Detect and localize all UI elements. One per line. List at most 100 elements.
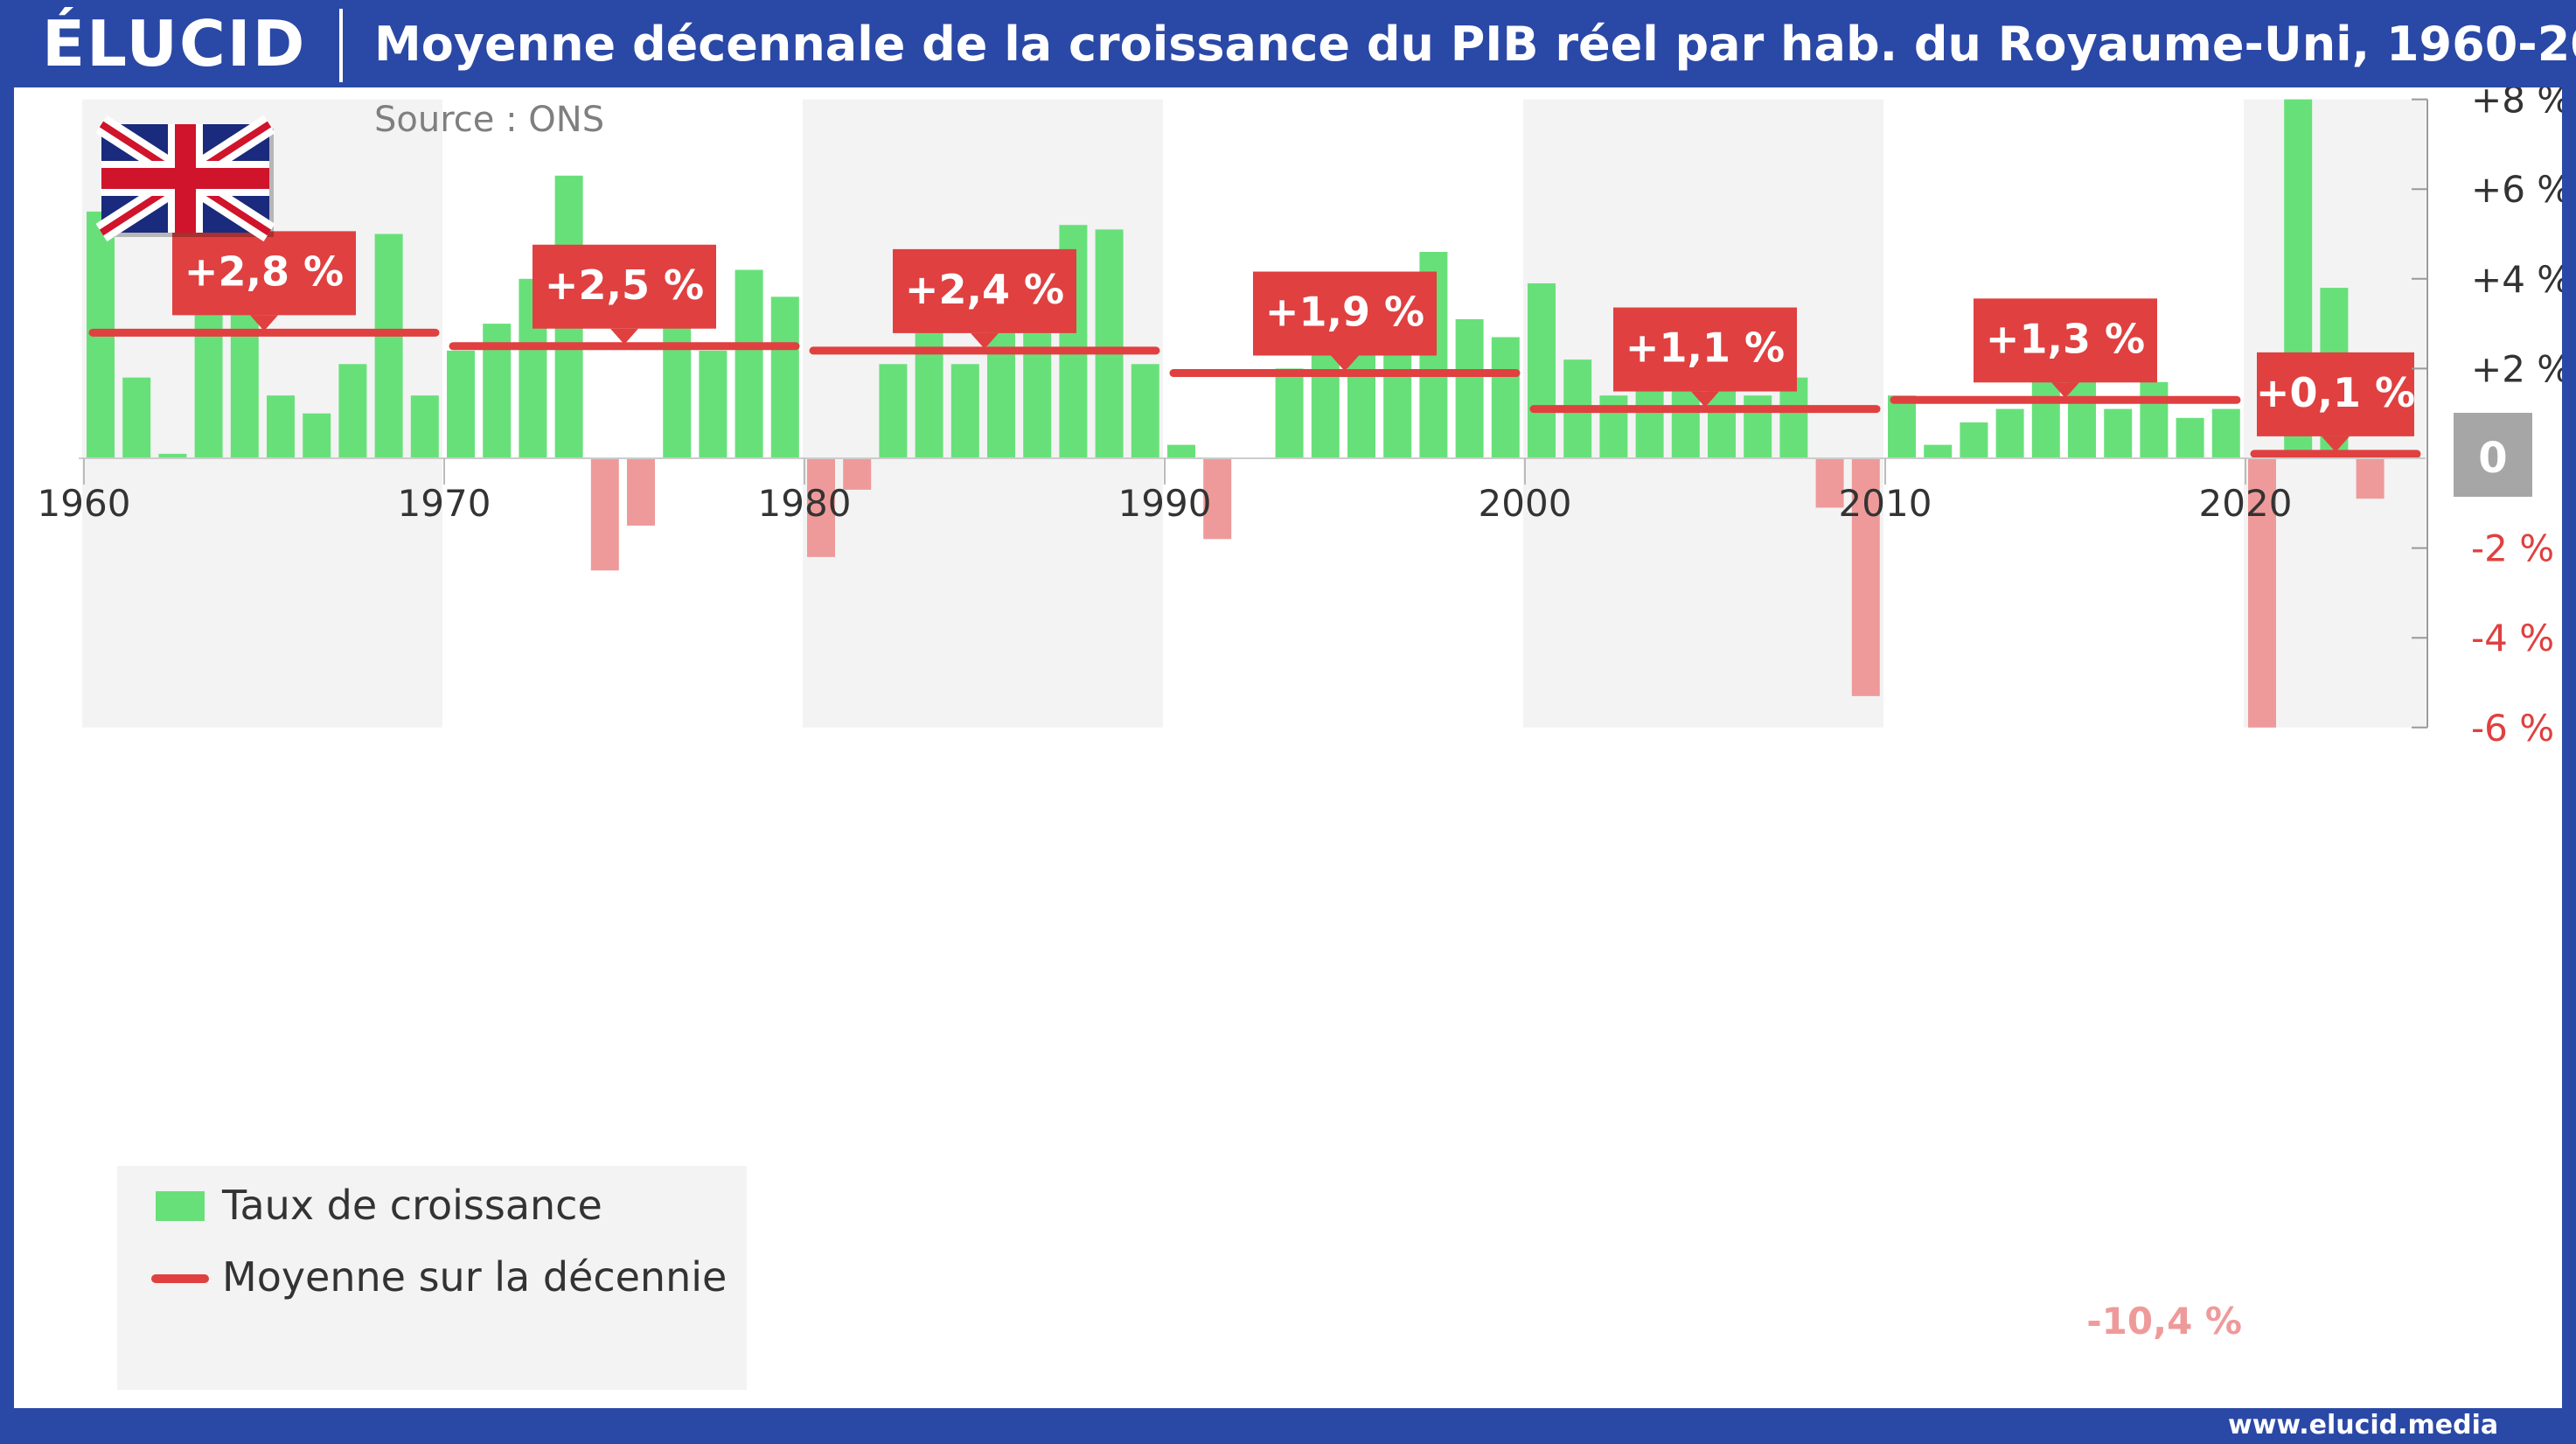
decade-average-label: +2,8 % — [184, 248, 344, 295]
legend-swatch-bar — [156, 1191, 205, 1221]
badge-pointer — [1691, 391, 1719, 408]
y-tick-label: -6 % — [2471, 707, 2554, 750]
header-separator — [339, 9, 343, 82]
bar — [1924, 444, 1953, 458]
bar — [1275, 368, 1304, 458]
bar — [1347, 350, 1375, 458]
website-url: www.elucid.media — [2228, 1410, 2499, 1441]
bar — [158, 453, 187, 458]
bar — [1095, 229, 1124, 458]
bar — [1383, 350, 1412, 458]
x-tick-label: 1960 — [38, 482, 131, 525]
bar — [590, 458, 619, 571]
bar — [1599, 395, 1628, 458]
zero-label: 0 — [2478, 434, 2507, 483]
bar — [1528, 283, 1556, 458]
decade-average-badge — [1253, 271, 1437, 356]
badge-pointer — [2051, 382, 2079, 399]
legend-label-line: Moyenne sur la décennie — [222, 1253, 727, 1301]
bar — [1167, 444, 1195, 458]
y-tick-label: +2 % — [2471, 347, 2562, 390]
logo: ÉLUCID — [42, 7, 307, 80]
bar — [2176, 417, 2204, 458]
bar — [1888, 395, 1916, 458]
decade-average-badge — [533, 244, 716, 329]
x-tick-label: 2010 — [1839, 482, 1932, 525]
decade-average-badge — [172, 231, 356, 316]
bar — [735, 269, 763, 458]
bar — [879, 364, 908, 458]
x-tick-label: 2000 — [1479, 482, 1572, 525]
bar — [699, 350, 728, 458]
y-tick-label: +6 % — [2471, 168, 2562, 211]
badge-pointer — [2322, 436, 2350, 452]
x-tick-label: 1970 — [398, 482, 491, 525]
bar — [374, 234, 403, 458]
legend-box — [117, 1166, 747, 1390]
decade-average-badge — [1974, 298, 2157, 383]
bar — [950, 364, 979, 458]
y-tick-label: +4 % — [2471, 258, 2562, 301]
bar — [2211, 408, 2240, 458]
decade-average-label: +2,4 % — [905, 266, 1064, 313]
bar — [770, 296, 799, 458]
badge-pointer — [1331, 355, 1359, 372]
y-axis: +8 % +6 % +4 % +2 % -2 % -4 % -6 % 0 — [2412, 87, 2562, 750]
bar — [1131, 364, 1159, 458]
legend: Taux de croissance Moyenne sur la décenni… — [117, 1166, 747, 1390]
badge-pointer — [971, 332, 999, 349]
clipped-bar-annotation: -10,4 % — [2086, 1300, 2242, 1343]
decade-average-label: +1,9 % — [1265, 289, 1424, 336]
y-tick-label: +8 % — [2471, 87, 2562, 122]
x-tick-label: 2020 — [2199, 482, 2293, 525]
y-tick-label: -4 % — [2471, 617, 2554, 659]
decade-average-badge — [893, 248, 1076, 333]
bar — [338, 364, 367, 458]
chart: +2,8 % +2,5 % +2,4 % +1,9 % +1,1 % +1,3 % +0,1… — [38, 87, 2562, 1390]
bar — [2140, 381, 2169, 458]
badge-pointer — [610, 328, 638, 345]
bar — [1455, 318, 1484, 458]
bar — [843, 458, 872, 490]
x-axis: 1960 1970 1980 1990 2000 2010 2020 — [38, 457, 2426, 525]
bar — [1851, 458, 1880, 696]
flag-cross-red — [101, 168, 269, 189]
bar — [267, 395, 295, 458]
bar — [410, 395, 439, 458]
header-bar: ÉLUCID Moyenne décennale de la croissanc… — [0, 0, 2576, 87]
bar — [1995, 408, 2024, 458]
zero-badge — [2454, 413, 2532, 497]
decade-average-badge — [1613, 307, 1797, 392]
decade-average-label: +1,1 % — [1626, 324, 1785, 372]
annotations: -10,4 % — [2086, 1300, 2242, 1343]
bar — [807, 458, 835, 557]
source-note: Source : ONS — [374, 100, 604, 140]
bar — [1491, 337, 1520, 458]
chart-panel: +2,8 % +2,5 % +2,4 % +1,9 % +1,1 % +1,3 % +0,1… — [14, 87, 2562, 1408]
bar — [2068, 381, 2096, 458]
bar — [1203, 458, 1232, 540]
uk-flag-icon — [95, 115, 275, 242]
bar — [2104, 408, 2133, 458]
bar — [122, 377, 151, 458]
decade-average-label: +0,1 % — [2256, 369, 2415, 416]
bar — [303, 413, 331, 458]
chart-title: Moyenne décennale de la croissance du PI… — [374, 17, 2576, 72]
x-tick-label: 1990 — [1118, 482, 1212, 525]
bar — [1960, 422, 1988, 458]
x-tick-label: 1980 — [758, 482, 852, 525]
bar — [663, 314, 692, 458]
bar — [2356, 458, 2385, 499]
bar — [447, 350, 475, 458]
y-tick-label: -2 % — [2471, 527, 2554, 570]
decade-averages: +2,8 % +2,5 % +2,4 % +1,9 % +1,1 % +1,3 % +0,1… — [88, 231, 2421, 458]
decade-average-badge — [2257, 352, 2414, 436]
legend-label-bar: Taux de croissance — [221, 1182, 602, 1229]
badge-pointer — [250, 315, 278, 331]
bar — [1815, 458, 1844, 508]
bar — [1744, 395, 1772, 458]
decade-average-label: +2,5 % — [545, 262, 704, 309]
bar — [627, 458, 655, 526]
decade-average-label: +1,3 % — [1986, 315, 2145, 362]
